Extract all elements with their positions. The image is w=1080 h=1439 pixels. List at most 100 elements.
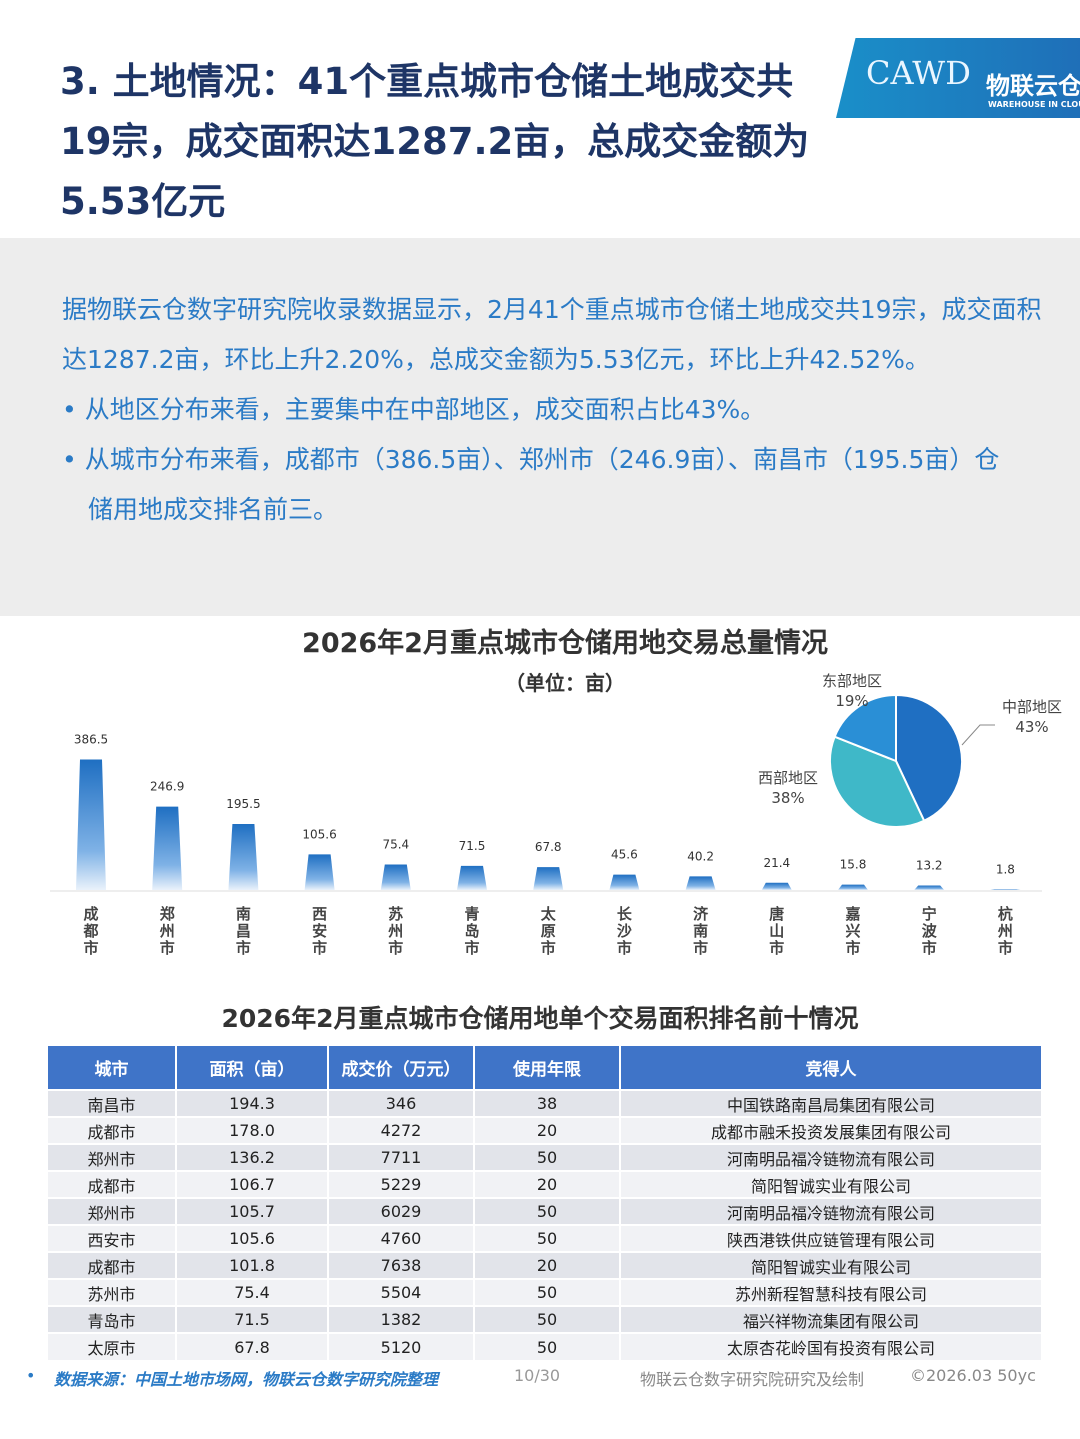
bar-value-label: 75.4 [382,838,409,852]
bar [838,884,868,890]
table-cell: 4272 [328,1116,475,1144]
bar [457,865,487,890]
table-row: 成都市 101.8 7638 20 简阳智诚实业有限公司 [48,1251,1043,1279]
table-cell: 20 [474,1170,621,1198]
bar [761,882,792,890]
table-row: 苏州市 75.4 5504 50 苏州新程智慧科技有限公司 [48,1278,1043,1306]
category-label: 太 [541,905,557,923]
category-label: 市 [922,939,937,957]
table-cell: 6029 [328,1197,475,1225]
table-row: 太原市 67.8 5120 50 太原杏花岭国有投资有限公司 [48,1332,1043,1360]
category-label: 波 [922,922,938,940]
table-row: 南昌市 194.3 346 38 中国铁路南昌局集团有限公司 [48,1089,1043,1117]
bar-value-label: 67.8 [535,840,562,854]
table-cell: 西安市 [48,1224,177,1252]
table-cell: 75.4 [176,1278,329,1306]
category-label: 唐 [769,905,784,923]
pie-slice [833,693,897,763]
table-cell: 105.7 [176,1197,329,1225]
category-label: 杭 [998,905,1013,923]
category-label: 青 [464,905,479,923]
pie-slice [829,735,926,828]
table-cell: 50 [474,1305,621,1333]
category-label: 市 [388,939,403,957]
table-cell: 71.5 [176,1305,329,1333]
chart-title: 2026年2月重点城市仓储用地交易总量情况 [302,628,828,659]
table-row: 成都市 178.0 4272 20 成都市融禾投资发展集团有限公司 [48,1116,1043,1144]
bar [990,889,1021,890]
table-cell: 青岛市 [48,1305,177,1333]
category-label: 原 [541,922,556,940]
table-cell: 南昌市 [48,1089,177,1117]
table-cell: 成都市 [48,1251,177,1279]
bar-value-label: 40.2 [687,849,714,863]
table-cell: 50 [474,1332,621,1360]
summary-box: 据物联云仓数字研究院收录数据显示，2月41个重点城市仓储土地成交共19宗，成交面… [0,238,1080,616]
bar-value-label: 105.6 [302,827,336,841]
category-label: 安 [312,922,327,940]
table-cell: 38 [474,1089,621,1117]
summary-bullet: • 从地区分布来看，主要集中在中部地区，成交面积占比43%。 [62,395,766,424]
table-cell: 陕西港铁供应链管理有限公司 [620,1224,1043,1252]
table-cell: 郑州市 [48,1143,177,1171]
table-cell: 5120 [328,1332,475,1360]
bar-value-label: 386.5 [74,733,108,747]
category-label: 州 [997,922,1013,940]
table-cell: 105.6 [176,1224,329,1252]
category-label: 兴 [845,922,860,940]
column-header: 使用年限 [474,1046,621,1090]
bar-value-label: 15.8 [840,858,867,872]
table-cell: 50 [474,1278,621,1306]
category-label: 市 [464,939,479,957]
table-cell: 河南明品福冷链物流有限公司 [620,1197,1043,1225]
table-cell: 20 [474,1251,621,1279]
table-cell: 简阳智诚实业有限公司 [620,1170,1043,1198]
category-label: 都 [82,922,98,940]
pie-value-label: 38% [771,789,804,807]
category-label: 市 [83,939,98,957]
table-cell: 太原杏花岭国有投资有限公司 [620,1332,1043,1360]
category-label: 嘉 [844,905,860,923]
table-cell: 中国铁路南昌局集团有限公司 [620,1089,1043,1117]
table-cell: 1382 [328,1305,475,1333]
table-cell: 50 [474,1224,621,1252]
table-cell: 101.8 [176,1251,329,1279]
summary-paragraph: 据物联云仓数字研究院收录数据显示，2月41个重点城市仓储土地成交共19宗，成交面… [62,295,1042,374]
column-header: 面积（亩） [176,1046,329,1090]
table-row: 郑州市 136.2 7711 50 河南明品福冷链物流有限公司 [48,1143,1043,1171]
category-label: 沙 [617,922,632,940]
table-cell: 20 [474,1116,621,1144]
category-label: 市 [541,939,556,957]
bar-value-label: 45.6 [611,848,638,862]
ranking-table: 城市 面积（亩） 成交价（万元） 使用年限 竞得人 南昌市 194.3 346 38 中国铁路南… [48,1046,1043,1360]
table-cell: 194.3 [176,1089,329,1117]
category-label: 成 [83,905,98,923]
category-label: 市 [312,939,327,957]
bar-value-label: 246.9 [150,780,184,794]
category-label: 苏 [388,905,403,923]
category-label: 南 [236,905,251,923]
table-row: 青岛市 71.5 1382 50 福兴祥物流集团有限公司 [48,1305,1043,1333]
table-cell: 苏州新程智慧科技有限公司 [620,1278,1043,1306]
pie-value-label: 19% [835,692,868,710]
footer-bullet: • [26,1366,36,1385]
bar [152,806,183,890]
bullet-text: 从城市分布来看，成都市（386.5亩）、郑州市（246.9亩）、南昌市（195.… [84,445,1000,524]
bar [609,874,640,890]
pie-value-label: 43% [1015,718,1048,736]
table-cell: 成都市 [48,1170,177,1198]
table-cell: 苏州市 [48,1278,177,1306]
source-note: 数据来源：中国土地市场网，物联云仓数字研究院整理 [54,1370,439,1389]
pie-label: 中部地区 [1002,698,1062,716]
category-label: 州 [159,922,175,940]
bar [685,876,716,890]
category-label: 西 [312,905,327,923]
table-cell: 5504 [328,1278,475,1306]
table-cell: 346 [328,1089,475,1117]
category-label: 市 [998,939,1013,957]
table-cell: 67.8 [176,1332,329,1360]
logo-cn: 物联云仓 [986,72,1080,100]
category-label: 州 [387,922,403,940]
chart-unit: （单位：亩） [505,671,625,695]
page-number: 10/30 [514,1366,561,1385]
